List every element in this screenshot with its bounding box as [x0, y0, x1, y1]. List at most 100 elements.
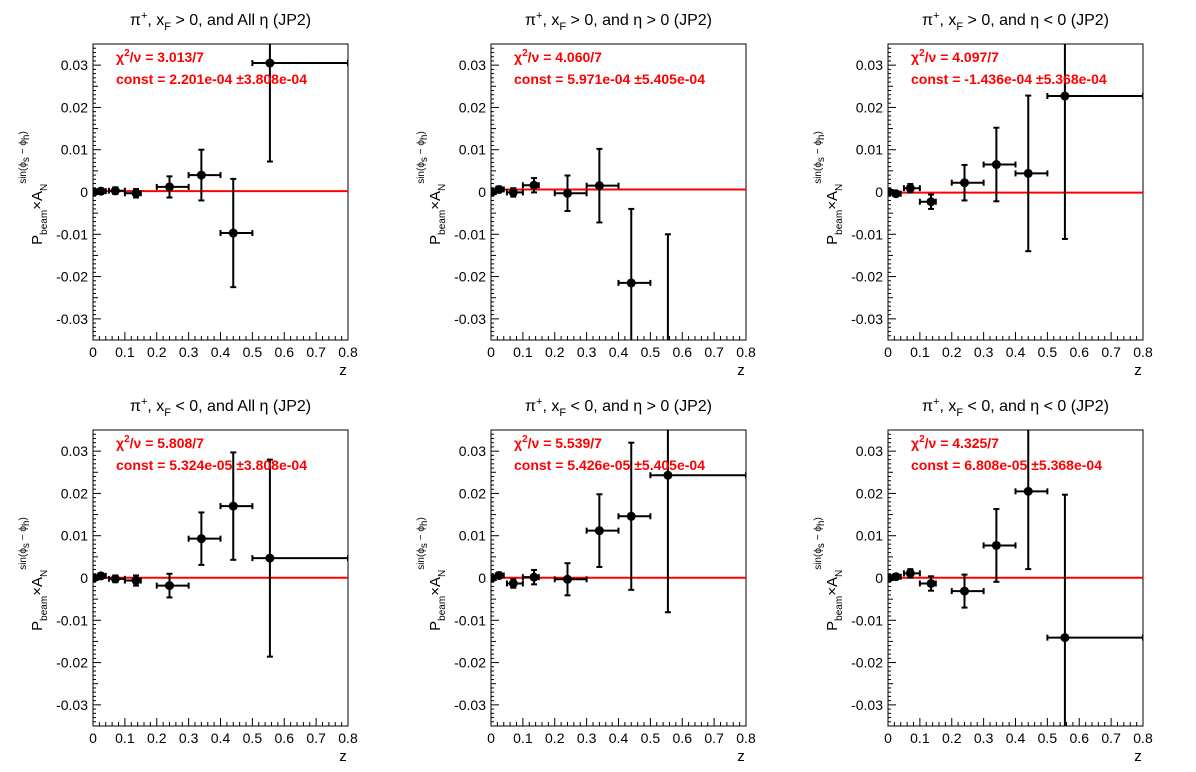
y-title-superscript: h [816, 135, 827, 141]
y-tick-label: -0.02 [851, 269, 883, 285]
data-area [491, 430, 746, 614]
chart-title: π+, xF < 0, and All η (JP2) [130, 396, 311, 419]
point-marker [563, 188, 572, 198]
data-point [553, 174, 588, 213]
point-marker [529, 572, 539, 582]
data-point [585, 147, 620, 224]
fit-chi-symbol: χ [911, 49, 919, 65]
fit-const: const = 6.808e-05 ±5.368e-04 [911, 457, 1102, 473]
data-point [649, 430, 746, 614]
fit-chi-exponent: 2 [522, 434, 528, 445]
data-point [918, 575, 937, 592]
x-tick-label: 0.2 [545, 730, 565, 746]
x-tick-label: 0.3 [974, 344, 994, 360]
x-tick-label: 0.4 [211, 344, 231, 360]
x-axis-title: z [1134, 362, 1142, 379]
y-tick-label: 0.01 [856, 528, 883, 544]
y-tick-label: 0.01 [459, 142, 486, 158]
y-tick-label: 0.02 [61, 99, 88, 115]
y-title-text: P [824, 235, 841, 245]
data-point [219, 451, 254, 561]
y-title-subscript: beam [39, 596, 50, 621]
fit-chi-value: /ν = 3.013/7 [130, 49, 205, 65]
y-title-superscript: sin(ϕ [18, 162, 29, 184]
y-title-superscript: h [21, 521, 32, 527]
y-title-superscript: ) [813, 517, 824, 520]
point-marker [110, 574, 120, 584]
data-point [521, 568, 540, 586]
point-marker [991, 540, 1001, 550]
point-marker [228, 228, 238, 238]
title-text: π [922, 12, 933, 29]
title-text: < 0, and η > 0 (JP2) [566, 398, 712, 415]
y-title-text: ×A [427, 191, 444, 210]
y-axis-title: Pbeam×ANsin(ϕs − ϕh) [813, 131, 845, 245]
y-tick-label: 0.02 [61, 485, 88, 501]
data-point [982, 126, 1017, 203]
point-marker [1060, 633, 1070, 643]
x-tick-label: 0.8 [1133, 344, 1153, 360]
title-text: π [922, 398, 933, 415]
data-point [123, 188, 142, 199]
x-tick-label: 0 [487, 344, 495, 360]
fit-const: const = 5.324e-05 ±3.808e-04 [116, 457, 307, 473]
point-marker [494, 570, 504, 580]
y-title-superscript: − ϕ [813, 526, 824, 543]
title-text: < 0, and All η (JP2) [171, 398, 311, 415]
x-tick-label: 0.3 [179, 344, 199, 360]
y-title-text: ×A [29, 191, 46, 210]
point-marker [905, 183, 915, 193]
y-title-superscript: s [419, 157, 430, 162]
title-text: , x [147, 398, 164, 415]
point-marker [905, 568, 915, 578]
x-tick-label: 0.5 [1038, 730, 1058, 746]
fit-const: const = 5.971e-04 ±5.405e-04 [514, 71, 705, 87]
title-text: > 0, and η > 0 (JP2) [566, 12, 712, 29]
x-tick-label: 0.3 [577, 344, 597, 360]
x-tick-label: 0.2 [942, 730, 962, 746]
x-tick-label: 0.5 [641, 730, 661, 746]
data-point [155, 572, 190, 599]
fit-chi2: χ2/ν = 3.013/7 [116, 48, 204, 65]
x-tick-label: 0.7 [306, 730, 326, 746]
fit-chi-symbol: χ [514, 435, 522, 451]
data-area [888, 430, 1143, 726]
x-tick-label: 0.6 [673, 730, 693, 746]
x-tick-label: 0.4 [609, 344, 629, 360]
fit-chi-value: /ν = 5.539/7 [528, 435, 603, 451]
fit-chi-symbol: χ [116, 435, 124, 451]
x-tick-label: 0.2 [942, 344, 962, 360]
data-point [251, 458, 348, 658]
y-title-superscript: h [21, 135, 32, 141]
title-subscript: F [164, 21, 171, 33]
data-point [617, 207, 652, 340]
point-marker [1023, 486, 1033, 496]
point-marker [508, 578, 518, 588]
x-axis-title: z [1134, 748, 1142, 765]
title-superscript: + [141, 396, 147, 408]
x-tick-label: 0.5 [641, 344, 661, 360]
x-axis-title: z [339, 748, 347, 765]
x-tick-label: 0.7 [704, 344, 724, 360]
y-tick-label: 0.01 [61, 142, 88, 158]
title-text: , x [542, 398, 559, 415]
y-title-text: P [427, 235, 444, 245]
point-marker [663, 470, 673, 480]
point-marker [196, 534, 206, 544]
y-tick-label: 0 [478, 184, 486, 200]
data-point [950, 163, 985, 202]
y-tick-label: -0.01 [56, 612, 88, 628]
fit-chi-symbol: χ [514, 49, 522, 65]
y-title-superscript: sin(ϕ [416, 548, 427, 570]
x-tick-label: 0.6 [673, 344, 693, 360]
data-point [950, 573, 985, 609]
data-point [96, 571, 107, 581]
point-marker [165, 182, 174, 192]
y-tick-label: 0.03 [61, 443, 88, 459]
y-tick-label: -0.03 [454, 697, 486, 713]
x-tick-label: 0.6 [1070, 344, 1090, 360]
fit-chi-exponent: 2 [919, 48, 925, 59]
y-title-subscript: beam [437, 210, 448, 235]
x-tick-label: 0.1 [910, 730, 930, 746]
point-marker [110, 186, 120, 196]
